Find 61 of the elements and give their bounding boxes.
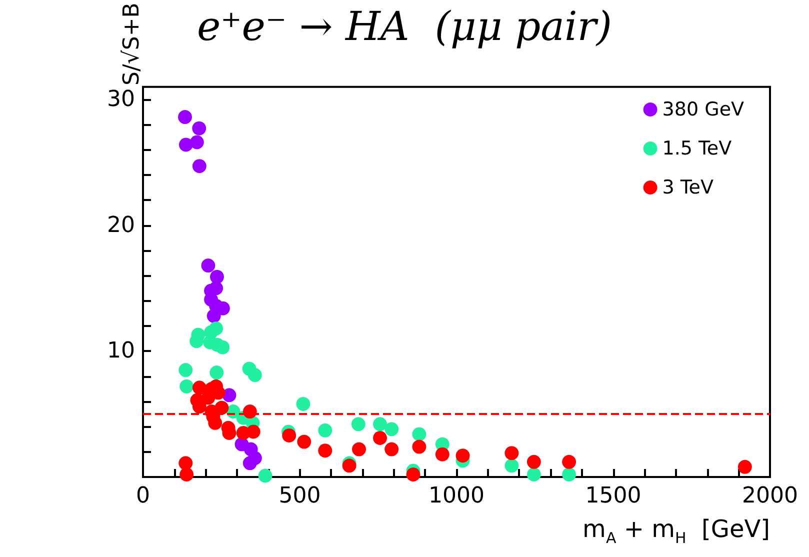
point [210, 366, 224, 380]
x-tick-label: 500 [278, 484, 321, 508]
point [562, 467, 576, 482]
point [216, 340, 230, 354]
x-tick-label: 1500 [585, 484, 642, 508]
point [406, 467, 420, 482]
point [242, 404, 257, 419]
point [201, 258, 216, 273]
x-axis-title: m$_{A}$ + m$_{H}$ [GeV] [582, 515, 770, 547]
point [412, 440, 426, 454]
point [180, 467, 194, 482]
point [209, 281, 224, 296]
point [373, 417, 388, 432]
legend-label: 380 GeV [662, 98, 744, 120]
point [526, 467, 541, 482]
y-tick-label: 30 [107, 86, 135, 112]
point [282, 428, 296, 442]
point [192, 159, 206, 174]
point [210, 270, 224, 284]
point [192, 121, 206, 136]
point [178, 456, 193, 470]
y-axis-title: S/√S+B [120, 2, 144, 86]
point [209, 321, 224, 336]
point [206, 308, 221, 323]
x-tick-label: 0 [136, 484, 150, 508]
point [297, 434, 312, 449]
point [412, 427, 426, 442]
point [242, 456, 257, 470]
point [435, 447, 450, 462]
point [526, 454, 541, 469]
x-tick-label: 2000 [742, 484, 798, 508]
y-tick-label: 20 [107, 212, 135, 238]
point [504, 446, 519, 460]
point [351, 417, 366, 432]
point [373, 430, 388, 445]
x-tick-label: 1000 [428, 484, 484, 508]
point [248, 368, 262, 382]
point [190, 135, 204, 150]
y-tick-label: 10 [107, 338, 135, 364]
chart-title: e⁺e⁻ → HA (μμ pair) [197, 4, 612, 50]
point [180, 379, 194, 394]
legend-label: 3 TeV [662, 176, 714, 198]
point [246, 424, 260, 439]
point [504, 458, 519, 473]
point [342, 458, 356, 473]
point [352, 442, 366, 456]
point [318, 423, 332, 438]
point [562, 454, 576, 469]
point [296, 397, 310, 411]
point [738, 460, 752, 474]
point [258, 468, 272, 483]
point [384, 442, 399, 456]
point [192, 380, 206, 395]
point [214, 400, 229, 415]
point [201, 390, 216, 405]
legend-label: 1.5 TeV [662, 138, 732, 160]
point [318, 444, 332, 458]
point [178, 363, 193, 378]
point [384, 422, 399, 436]
point [456, 448, 470, 463]
point [178, 110, 192, 124]
